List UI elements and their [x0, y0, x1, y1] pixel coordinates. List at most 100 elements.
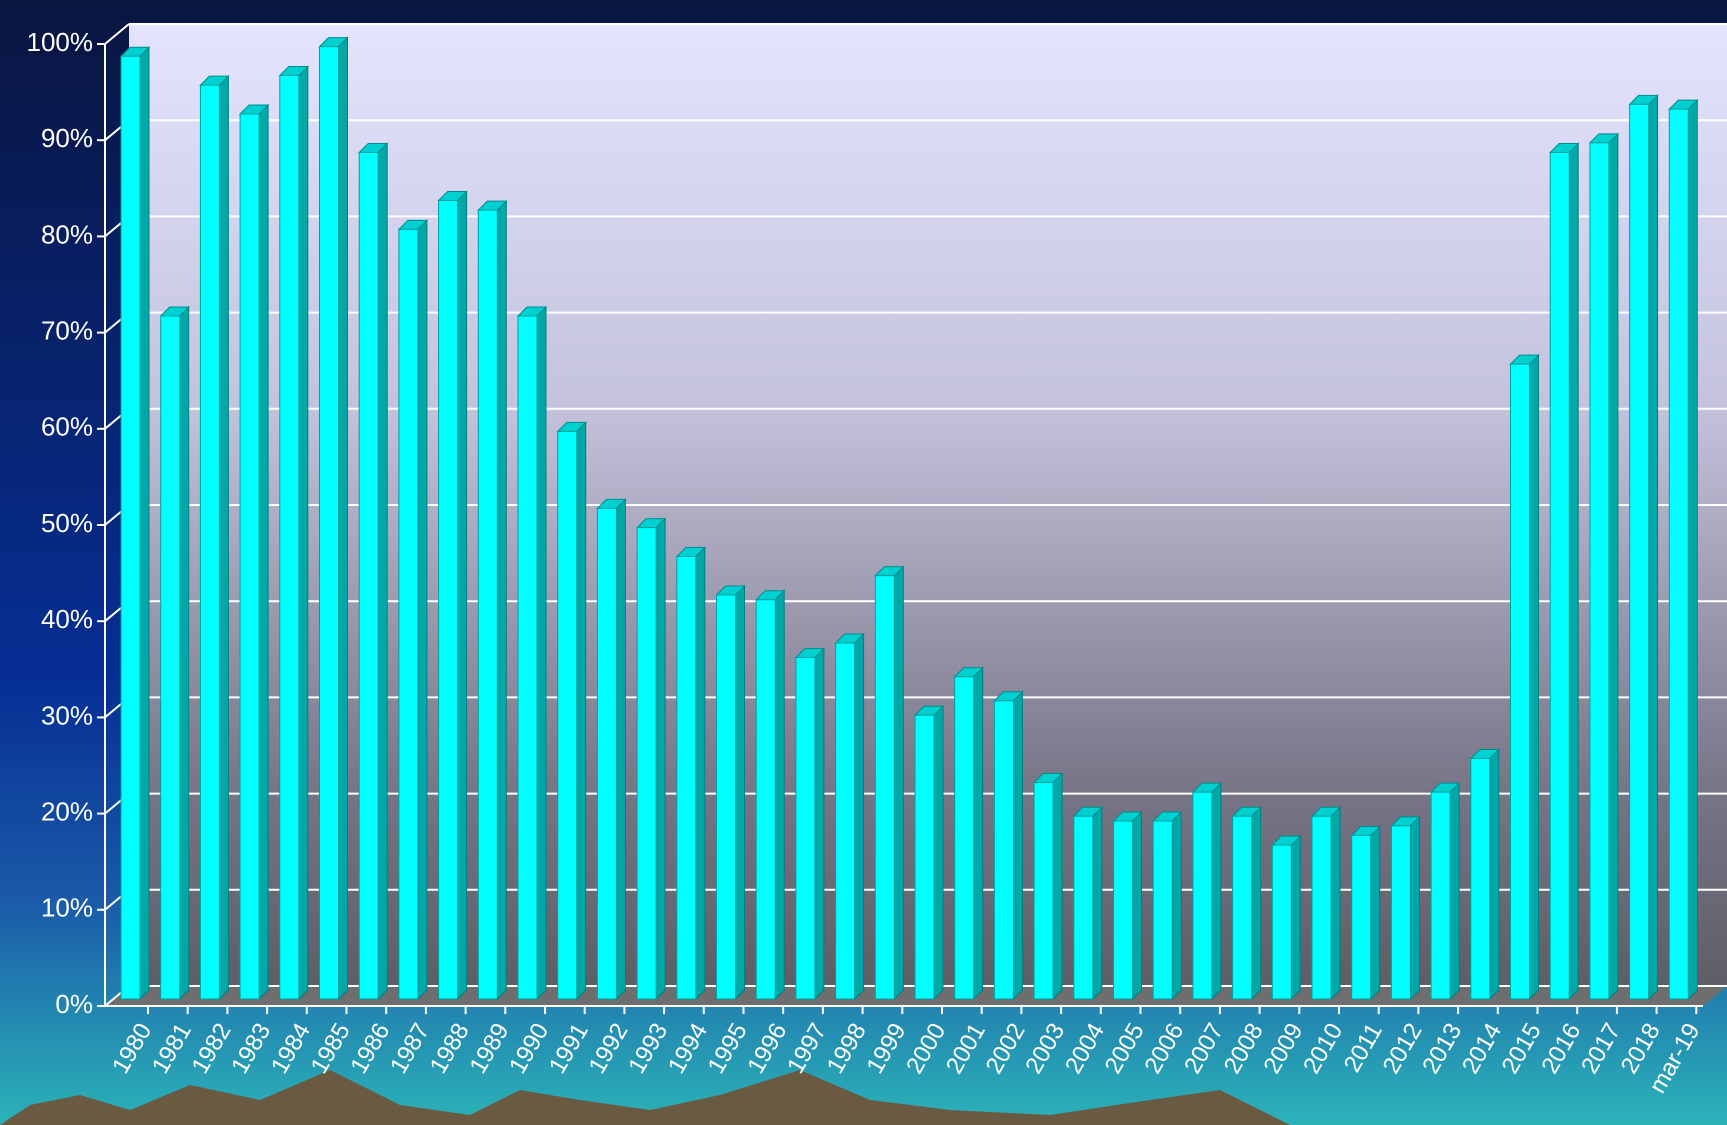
bar-side — [1687, 98, 1698, 1001]
bar-front — [1271, 844, 1292, 1000]
y-tick-label: 90% — [41, 123, 93, 153]
bar-side — [1568, 142, 1579, 1001]
bar — [953, 666, 984, 1001]
bar — [119, 46, 151, 1001]
bar — [794, 647, 826, 1001]
bar-front — [1113, 820, 1133, 1000]
bar — [1509, 353, 1540, 1001]
bar-side — [1132, 810, 1142, 1001]
bar-side — [1290, 834, 1301, 1001]
bar — [1112, 810, 1143, 1001]
bar-side — [1211, 781, 1222, 1001]
bar — [1310, 806, 1342, 1001]
bar — [834, 632, 865, 1001]
bar-front — [1470, 758, 1491, 1000]
bar — [675, 546, 707, 1001]
bar-front — [477, 209, 498, 1000]
bar-front — [1390, 825, 1411, 1000]
bar — [715, 584, 746, 1001]
bar-front — [319, 46, 339, 1000]
plot-area: 0%10%20%30%40%50%60%70%80%90%100%1980198… — [27, 23, 1727, 1098]
bar — [1390, 815, 1421, 1001]
bar — [1548, 142, 1580, 1001]
mountains — [0, 1070, 1290, 1125]
bar — [238, 103, 270, 1001]
y-tick-label: 30% — [41, 700, 93, 730]
bar-side — [1648, 94, 1659, 1001]
bar — [437, 190, 468, 1001]
bar-front — [1629, 103, 1650, 1000]
bar-front — [1549, 151, 1570, 1000]
bar — [1032, 772, 1064, 1001]
bar-front — [1668, 108, 1689, 1000]
bar-front — [1430, 791, 1451, 1000]
side-grid-line — [104, 23, 130, 45]
bar-front — [755, 599, 776, 1000]
bar-side — [536, 305, 547, 1001]
bar-front — [914, 714, 935, 1000]
y-tick-label: 80% — [41, 219, 93, 249]
bar-side — [1529, 353, 1539, 1001]
bar-side — [576, 421, 587, 1001]
bar-side — [1370, 825, 1381, 1001]
bar-side — [417, 219, 428, 1001]
bar-front — [517, 315, 538, 1000]
bar-side — [338, 36, 348, 1001]
bar-front — [676, 555, 697, 1000]
bar-side — [1251, 806, 1262, 1001]
bar-front — [1073, 815, 1094, 1000]
bar-side — [457, 190, 468, 1001]
bar-side — [1052, 772, 1063, 1001]
bar-side — [1171, 810, 1182, 1001]
bar-side — [655, 517, 666, 1001]
bar — [516, 305, 548, 1001]
bar-side — [258, 103, 269, 1001]
bar-front — [279, 74, 300, 1000]
bar-front — [239, 113, 260, 1000]
bar-side — [496, 199, 507, 1001]
bar-side — [893, 565, 904, 1001]
bar — [1072, 806, 1104, 1001]
bar-side — [1330, 806, 1341, 1001]
bar-front — [1351, 834, 1372, 1000]
bar-front — [1589, 142, 1610, 1000]
y-tick-label: 0% — [55, 989, 93, 1019]
bar-front — [835, 642, 856, 1000]
bar-side — [179, 305, 190, 1001]
bar-front — [795, 656, 816, 1000]
bar — [1151, 810, 1183, 1001]
y-tick-label: 40% — [41, 604, 93, 634]
bar — [1231, 806, 1262, 1001]
bar — [874, 565, 905, 1001]
bar-side — [695, 546, 706, 1001]
bar-front — [557, 430, 578, 1000]
bar-front — [596, 507, 617, 1000]
bar-front — [199, 84, 220, 1000]
bar-side — [1092, 806, 1103, 1001]
bar-side — [774, 589, 785, 1001]
bar-side — [298, 65, 309, 1001]
bar-front — [438, 200, 459, 1000]
bar-side — [1489, 748, 1500, 1001]
bar-front — [1152, 820, 1173, 1000]
y-tick-label: 10% — [41, 893, 93, 923]
bar — [357, 142, 389, 1001]
bar-front — [716, 594, 736, 1000]
bar — [199, 74, 230, 1001]
bar — [913, 705, 945, 1001]
y-tick-label: 50% — [41, 508, 93, 538]
bar-front — [954, 676, 975, 1000]
bar — [318, 36, 349, 1001]
bar-front — [993, 700, 1014, 1000]
bar-front — [1510, 363, 1530, 1000]
y-tick-label: 100% — [27, 27, 94, 57]
y-tick-label: 70% — [41, 315, 93, 345]
bar — [278, 65, 310, 1001]
y-tick-label: 20% — [41, 796, 93, 826]
bar — [754, 589, 786, 1001]
bar-side — [1409, 815, 1420, 1001]
bar-side — [735, 584, 745, 1001]
bar — [1668, 98, 1699, 1001]
bar-front — [398, 228, 419, 1000]
